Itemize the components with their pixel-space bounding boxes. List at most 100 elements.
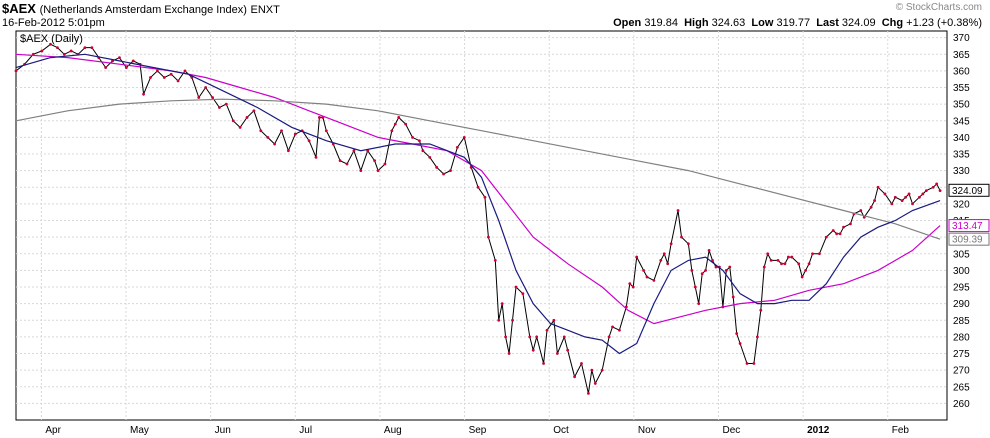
data-point [676,209,680,212]
price-badge-label: 309.39 [952,235,983,246]
data-point [686,242,690,246]
data-point [252,109,256,113]
data-point [435,165,439,169]
x-tick-label: Jun [215,425,231,436]
price-badge-label: 324.09 [952,186,983,197]
ohlc-summary: Open 319.84 High 324.63 Low 319.77 Last … [613,17,982,29]
price-badge [948,219,990,233]
y-tick-label: 320 [953,199,970,210]
data-point [411,135,414,139]
data-point [69,49,73,53]
y-tick-label: 280 [953,332,970,343]
data-point [397,116,401,119]
high-value: 324.63 [711,17,746,29]
price-badge [948,183,990,197]
index-name: (Netherlands Amsterdam Exchange Index) [39,4,247,16]
data-point [531,348,535,352]
x-tick-label: Dec [722,425,740,436]
data-point [680,235,683,239]
data-point [766,252,770,256]
data-point [586,392,590,395]
y-tick-label: 340 [953,133,970,144]
high-label: High [684,17,709,29]
data-point [790,255,794,259]
series-line [15,53,941,355]
data-point [62,52,66,56]
low-label: Low [751,17,774,29]
y-tick-label: 370 [953,33,970,44]
y-tick-label: 295 [953,283,970,294]
data-point [911,202,914,206]
data-point [707,249,711,252]
data-point [600,368,604,372]
data-point [769,259,773,262]
open-label: Open [613,17,642,29]
data-point [40,49,44,53]
data-point [904,195,908,199]
data-point [293,132,297,136]
data-point [869,205,873,209]
data-point [900,199,904,202]
y-tick-label: 290 [953,299,970,310]
data-point [218,106,221,109]
data-point [428,155,432,159]
data-point [652,278,656,282]
data-point [842,225,845,229]
data-point [280,129,283,133]
y-tick-label: 350 [953,100,970,111]
data-point [859,209,863,212]
data-point [224,102,228,106]
data-point [197,96,201,99]
data-point [893,195,897,199]
data-point [762,265,766,269]
data-point [273,142,277,146]
data-point [266,135,270,139]
data-point [455,145,459,149]
data-point [259,129,263,133]
symbol-header: $AEX (Netherlands Amsterdam Exchange Ind… [2,1,280,16]
x-tick-label: Jul [299,425,312,436]
price-labels: 324.09 313.47 309.39 [948,183,990,246]
data-point [876,185,880,189]
data-point [738,342,742,345]
data-point [359,169,363,173]
x-tick-label: Aug [384,425,402,436]
plot-frame [15,30,948,421]
data-point [211,96,214,99]
grid [16,31,947,420]
data-point [590,368,594,372]
low-value: 319.77 [776,17,811,29]
data-point [124,66,128,69]
data-point [545,328,549,332]
data-point [800,275,804,279]
data-point [90,46,94,50]
data-point [659,259,663,262]
data-point [318,116,321,119]
data-point [642,268,645,272]
data-point [938,189,942,192]
y-tick-label: 305 [953,249,970,260]
data-point [338,159,342,163]
data-point [493,259,497,262]
y-tick-label: 265 [953,382,970,393]
data-point [669,242,673,246]
data-point [666,262,670,266]
x-axis: Apr May Jun Jul Aug Sep Oct Nov Dec 2012 Feb [45,425,909,436]
data-point [176,79,180,83]
data-point [838,232,842,236]
data-point [376,169,380,173]
y-tick-label: 345 [953,116,970,127]
data-point [797,262,801,266]
data-point [759,308,763,312]
data-point [818,252,821,256]
data-point [835,232,839,236]
last-label: Last [816,17,839,29]
data-point [811,252,814,256]
ticker-symbol: $AEX [2,1,36,16]
data-point [49,42,52,46]
data-point [555,352,559,355]
data-point [700,272,704,276]
x-tick-label: Nov [638,425,656,436]
chg-label: Chg [881,17,904,29]
data-point [824,235,828,239]
